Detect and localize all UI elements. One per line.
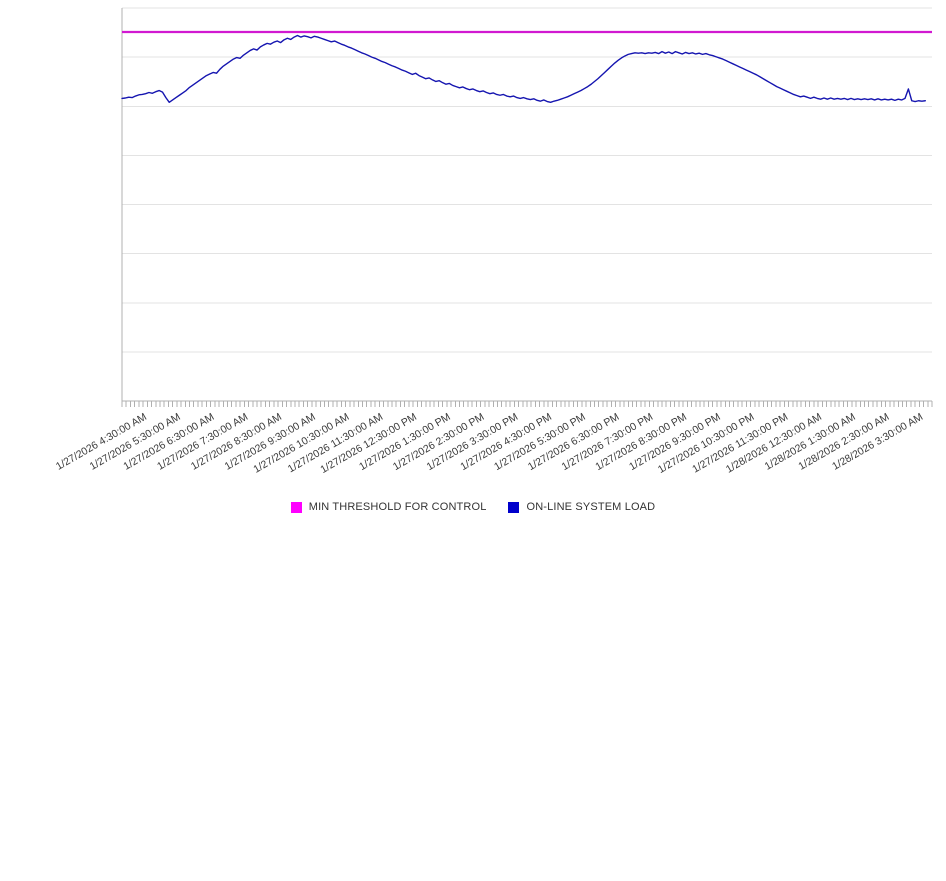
gridlines (122, 7, 932, 402)
legend-label-online-system-load: ON-LINE SYSTEM LOAD (526, 501, 656, 513)
legend-swatch-online-system-load (508, 501, 520, 513)
legend-label-min-threshold: MIN THRESHOLD FOR CONTROL (308, 501, 487, 513)
legend-item-min-threshold[interactable]: MIN THRESHOLD FOR CONTROL (290, 501, 487, 513)
chart-legend: MIN THRESHOLD FOR CONTROL ON-LINE SYSTEM… (0, 496, 946, 518)
x-axis-tick-marks (121, 401, 933, 407)
data-series (121, 30, 932, 104)
legend-swatch-min-threshold (290, 501, 302, 513)
chart-container: 1/27/2026 4:30:00 AM 1/27/2026 5:30:00 AM… (0, 7, 946, 518)
chart-plot (121, 7, 933, 407)
legend-item-online-system-load[interactable]: ON-LINE SYSTEM LOAD (508, 501, 655, 513)
